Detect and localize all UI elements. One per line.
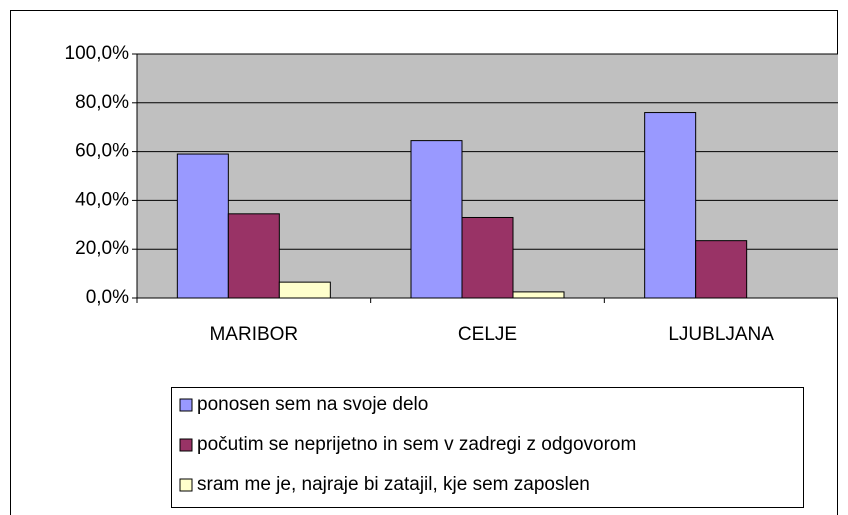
legend-label: ponosen sem na svoje delo — [197, 394, 428, 415]
x-tick-label: CELJE — [458, 324, 517, 345]
legend-label: sram me je, najraje bi zatajil, kje sem … — [197, 474, 590, 495]
y-tick-label: 60,0% — [75, 141, 129, 162]
legend-swatch — [179, 438, 193, 452]
legend-label: počutim se neprijetno in sem v zadregi z… — [197, 434, 636, 455]
bar — [176, 153, 229, 299]
legend-swatch — [179, 478, 193, 492]
bar — [512, 291, 565, 299]
bar — [461, 216, 514, 299]
y-tick-label: 40,0% — [75, 189, 129, 210]
x-tick-label: MARIBOR — [209, 324, 298, 345]
bar — [644, 112, 697, 299]
bar — [278, 281, 331, 299]
y-tick-label: 80,0% — [75, 92, 129, 113]
bar — [410, 140, 463, 299]
y-tick-label: 0,0% — [86, 287, 129, 308]
bar — [695, 240, 748, 299]
legend-swatch — [179, 398, 193, 412]
y-tick-label: 100,0% — [65, 43, 130, 64]
x-tick-label: LJUBLJANA — [668, 324, 774, 345]
legend-box — [171, 387, 804, 508]
bar — [227, 213, 280, 299]
y-tick-label: 20,0% — [75, 238, 129, 259]
